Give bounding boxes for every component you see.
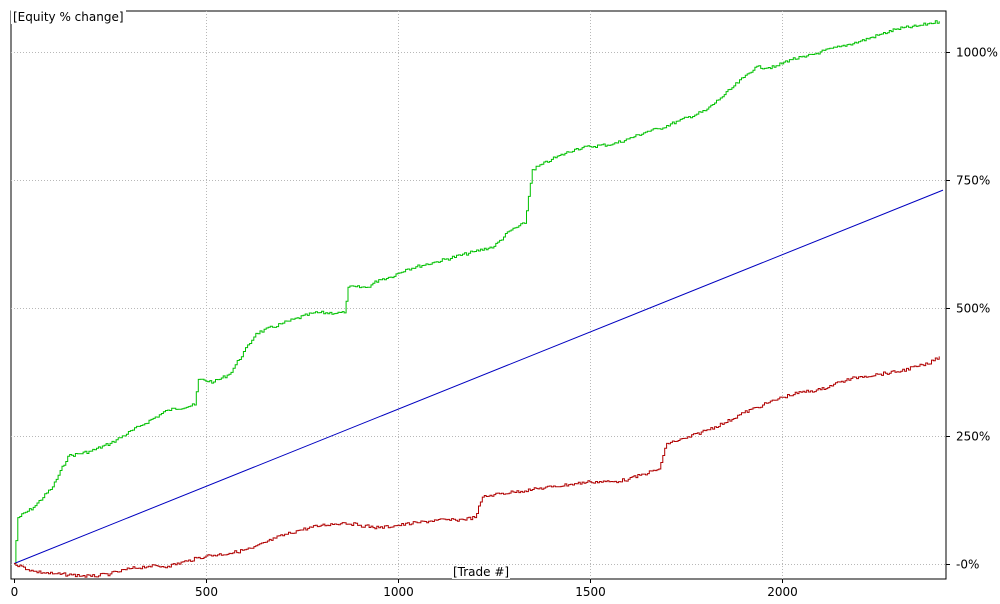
y-axis: -0% 250% 500% 750% 1000% [946, 46, 998, 572]
series-line-0 [14, 20, 940, 565]
x-tick-label: 1500 [575, 585, 606, 599]
x-tick-label: 2000 [767, 585, 798, 599]
series-line-2 [14, 356, 940, 578]
y-tick-label: 500% [956, 302, 990, 316]
x-tick-label: 1000 [383, 585, 414, 599]
x-tick-label: 0 [11, 585, 19, 599]
y-tick-label: 1000% [956, 46, 998, 60]
y-tick-label: -0% [956, 558, 979, 572]
x-axis: 0 500 1000 1500 2000 [11, 579, 798, 599]
plot-area [10, 10, 947, 580]
series-lines [13, 20, 944, 578]
y-tick-label: 750% [956, 174, 990, 188]
x-axis-label: [Trade #] [452, 565, 511, 579]
series-line-1 [13, 189, 944, 565]
x-tick-label: 500 [195, 585, 218, 599]
y-tick-label: 250% [956, 430, 990, 444]
chart-title: [Equity % change] [11, 10, 126, 24]
